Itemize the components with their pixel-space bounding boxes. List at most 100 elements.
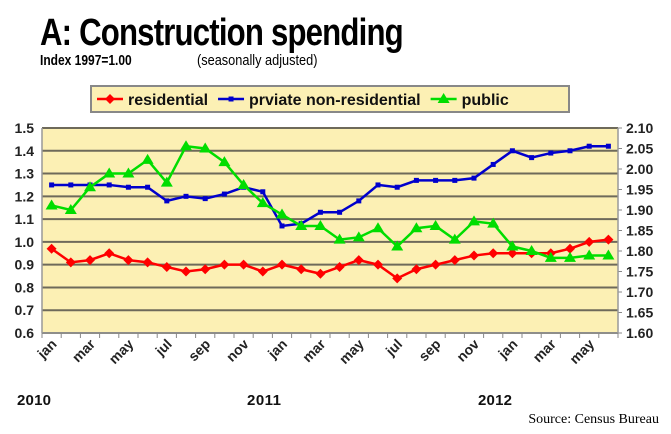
data-point <box>449 255 460 266</box>
data-point <box>372 222 384 233</box>
y-tick-label-right: 1.70 <box>626 284 653 300</box>
data-point <box>375 182 381 188</box>
data-point <box>45 199 58 210</box>
data-point <box>392 273 403 284</box>
x-tick-label: nov <box>223 336 252 365</box>
x-tick-label: mar <box>529 335 559 365</box>
legend-item: residential <box>97 92 208 109</box>
data-point <box>567 148 573 154</box>
data-point <box>84 181 96 192</box>
data-point <box>452 177 458 183</box>
data-point <box>544 251 557 262</box>
data-point <box>429 219 442 230</box>
x-tick-label: jan <box>494 336 520 362</box>
data-point <box>219 259 230 270</box>
data-point <box>142 257 153 268</box>
data-point <box>257 266 268 277</box>
x-tick-label: jan <box>33 336 59 362</box>
data-point <box>411 264 422 275</box>
data-point <box>202 196 208 202</box>
data-point <box>64 204 77 214</box>
y-tick-label-right: 2.00 <box>626 161 653 177</box>
data-point <box>602 249 615 260</box>
data-point <box>488 248 499 259</box>
data-point <box>46 243 57 254</box>
legend-box <box>90 85 570 113</box>
data-point <box>468 215 480 226</box>
x-tick-label: mar <box>69 335 99 365</box>
data-point <box>448 233 461 244</box>
data-point <box>228 96 234 102</box>
data-point <box>317 209 323 215</box>
x-tick-label: sep <box>415 336 443 364</box>
legend-label: public <box>462 92 509 109</box>
source-note: Source: Census Bureau <box>528 412 659 427</box>
data-point <box>68 182 74 188</box>
data-point <box>469 250 479 261</box>
data-point <box>160 176 173 187</box>
data-point <box>125 184 131 190</box>
y-tick-label-left: 1.0 <box>15 234 35 250</box>
data-point <box>164 198 170 204</box>
legend-item: prviate non-residential <box>218 92 421 109</box>
y-tick-label-right: 1.90 <box>626 202 653 218</box>
series-residential <box>46 234 614 284</box>
data-point <box>605 143 611 149</box>
x-tick-label: sep <box>185 336 213 364</box>
data-point <box>525 245 538 255</box>
data-point <box>238 259 249 270</box>
y-tick-label-right: 2.10 <box>626 120 653 136</box>
legend-label: residential <box>128 92 208 109</box>
data-point <box>586 143 592 149</box>
y-tick-label-right: 1.60 <box>626 325 653 341</box>
data-point <box>507 248 518 259</box>
y-tick-label-left: 1.4 <box>15 143 35 159</box>
y-tick-label-left: 1.1 <box>15 211 35 227</box>
chart-note: (seasonally adjusted) <box>197 52 318 69</box>
data-point <box>180 140 192 151</box>
series-public <box>45 140 615 262</box>
data-point <box>506 240 519 251</box>
data-point <box>123 255 134 266</box>
data-point <box>218 156 231 167</box>
y-tick-label-left: 1.5 <box>15 120 35 136</box>
data-point <box>183 193 189 199</box>
data-point <box>296 264 307 275</box>
y-tick-label-right: 1.65 <box>626 305 653 321</box>
plot-area <box>42 128 618 333</box>
y-tick-label-left: 1.3 <box>15 166 35 182</box>
y-tick-label-right: 2.05 <box>626 141 653 157</box>
data-point <box>394 184 400 190</box>
x-tick-label: may <box>336 336 367 367</box>
data-point <box>237 178 250 189</box>
y-tick-label-left: 0.8 <box>15 279 35 295</box>
y-tick-label-right: 1.80 <box>626 243 653 259</box>
y-tick-label-right: 1.95 <box>626 182 653 198</box>
data-point <box>334 261 345 272</box>
series-line <box>51 144 609 228</box>
data-point <box>548 150 554 156</box>
data-point <box>122 167 135 178</box>
data-point <box>353 255 364 266</box>
data-point <box>373 259 383 270</box>
data-point <box>314 219 327 230</box>
data-point <box>433 177 439 183</box>
data-point <box>221 191 227 197</box>
data-point <box>413 177 419 183</box>
x-tick-label: jul <box>151 336 175 360</box>
y-tick-label-left: 0.6 <box>15 325 35 341</box>
x-tick-label: jan <box>264 336 290 362</box>
data-point <box>161 261 172 272</box>
year-label: 2010 <box>17 392 51 409</box>
data-point <box>49 182 55 188</box>
data-point <box>85 255 95 266</box>
x-tick-label: may <box>105 336 136 367</box>
legend-item: public <box>430 92 509 109</box>
data-point <box>430 259 441 270</box>
chart-title: A: Construction spending <box>40 12 404 54</box>
data-point <box>105 94 115 104</box>
data-point <box>437 93 450 103</box>
data-point <box>471 175 477 181</box>
